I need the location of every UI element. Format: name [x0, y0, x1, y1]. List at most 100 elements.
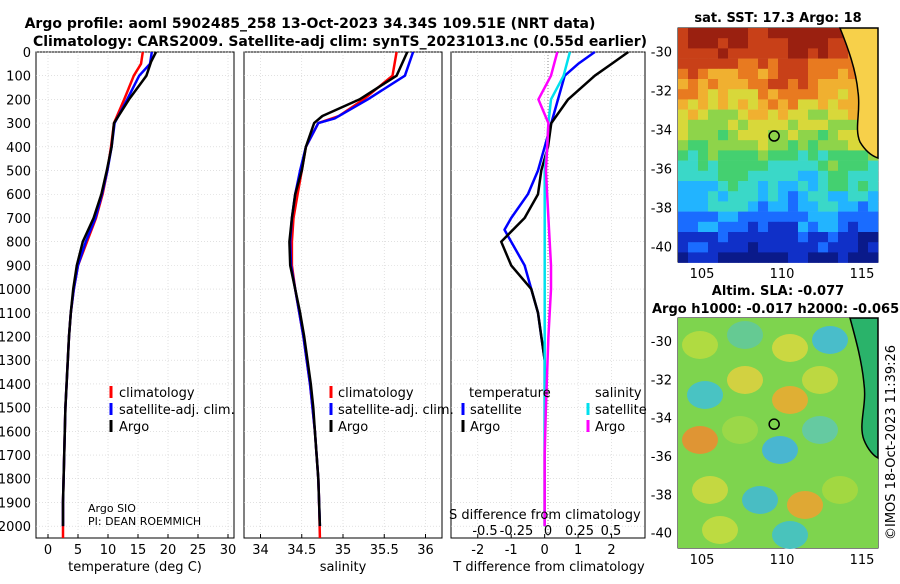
sst-cell: [788, 211, 799, 223]
sla-map-title-2: Argo h1000: -0.017 h2000: -0.065: [652, 302, 899, 317]
sst-cell: [858, 160, 869, 172]
sst-cell: [808, 221, 819, 233]
sst-cell: [798, 252, 809, 263]
sla-float-marker: [768, 418, 780, 430]
sst-cell: [868, 181, 879, 192]
sst-cell: [868, 232, 879, 243]
map-lat-label: -40: [651, 240, 672, 255]
sst-cell: [848, 150, 859, 161]
sst-cell: [848, 191, 859, 202]
sst-cell: [688, 89, 699, 100]
sst-cell: [708, 140, 719, 151]
sst-cell: [758, 191, 769, 202]
sst-cell: [808, 150, 819, 161]
sst-cell: [768, 170, 779, 182]
salinity-panel: 34 34.5 35 35.5 36 salinity: [243, 51, 443, 575]
sst-cell: [678, 170, 689, 182]
sst-cell: [728, 191, 739, 202]
sst-cell: [868, 191, 879, 202]
difference-panel: -2 -1 0 1 2 -0.5 -0.25 0 0.25 0.5 S difference f…: [449, 50, 646, 575]
sst-cell: [838, 232, 849, 243]
sst-cell: [728, 160, 739, 172]
sst-cell: [858, 252, 869, 263]
sst-cell: [858, 150, 869, 161]
sst-cell: [808, 89, 819, 100]
sst-cell: [808, 38, 819, 49]
salinity-xlabel: salinity: [320, 560, 367, 575]
sla-anomaly-blob: [772, 386, 808, 414]
sst-cell: [678, 242, 689, 253]
sst-cell: [858, 232, 869, 243]
diff-legend-sal-argo: Argo: [595, 420, 625, 435]
sst-cell: [718, 58, 729, 70]
map-lat-label: -36: [651, 450, 672, 465]
sst-cell: [788, 160, 799, 172]
sst-cell: [678, 232, 689, 243]
legend-satellite: satellite-adj. clim.: [119, 403, 235, 418]
sst-cell: [698, 130, 709, 141]
map-lat-label: -34: [651, 412, 672, 427]
sst-cell: [728, 181, 739, 192]
sst-cell: [758, 160, 769, 172]
sst-cell: [828, 232, 839, 243]
sst-cell: [718, 191, 729, 202]
sst-cell: [748, 38, 759, 49]
sst-cell: [738, 160, 749, 172]
sst-cell: [738, 232, 749, 243]
sst-cell: [818, 68, 829, 80]
sst-cell: [848, 211, 859, 223]
sst-cell: [828, 58, 839, 70]
map-lat-label: -36: [651, 162, 672, 177]
sla-anomaly-blob: [772, 521, 808, 549]
sst-cell: [848, 119, 859, 131]
sst-cell: [818, 130, 829, 141]
sst-cell: [708, 79, 719, 90]
sst-cell: [828, 79, 839, 90]
sst-cell: [728, 232, 739, 243]
map-lon-label: 105: [690, 267, 715, 282]
sst-cell: [848, 221, 859, 233]
sst-cell: [778, 130, 789, 141]
sst-cell: [678, 211, 689, 223]
sst-cell: [838, 89, 849, 100]
sst-cell: [798, 242, 809, 253]
map-lon-label: 115: [850, 553, 875, 568]
sst-cell: [728, 58, 739, 70]
sst-cell: [688, 140, 699, 151]
stick-label: 0: [544, 524, 552, 539]
map-lat-label: -38: [651, 488, 672, 503]
sst-cell: [868, 242, 879, 253]
sst-cell: [808, 99, 819, 110]
sst-cell: [688, 170, 699, 182]
xtick-label-diff: 0: [541, 543, 549, 558]
sst-cell: [768, 109, 779, 121]
stick-label: 0.5: [601, 524, 622, 539]
sst-cell: [768, 201, 779, 212]
map-lat-label: -32: [651, 84, 672, 99]
sst-cell: [748, 211, 759, 223]
depth-tick-label: 700: [6, 212, 31, 227]
tdiff-xlabel: T difference from climatology: [452, 560, 645, 575]
sst-cell: [768, 38, 779, 49]
xtick-label-temp: 15: [130, 543, 147, 558]
sst-cell: [708, 28, 719, 39]
sst-cell: [838, 48, 849, 59]
sst-cell: [758, 119, 769, 131]
depth-tick-label: 1400: [0, 378, 31, 393]
sst-cell: [698, 211, 709, 223]
sst-cell: [738, 89, 749, 100]
sst-cell: [778, 38, 789, 49]
stick-label: 0.25: [565, 524, 594, 539]
sst-cell: [748, 201, 759, 212]
sst-cell: [698, 170, 709, 182]
sst-cell: [788, 191, 799, 202]
depth-tick-label: 2000: [0, 520, 31, 535]
sst-cell: [718, 79, 729, 90]
sst-cell: [828, 201, 839, 212]
sst-cell: [678, 58, 689, 70]
sst-cell: [858, 211, 869, 223]
sst-cell: [808, 232, 819, 243]
sst-cell: [718, 48, 729, 59]
sla-anomaly-blob: [812, 326, 848, 354]
sst-cell: [838, 181, 849, 192]
